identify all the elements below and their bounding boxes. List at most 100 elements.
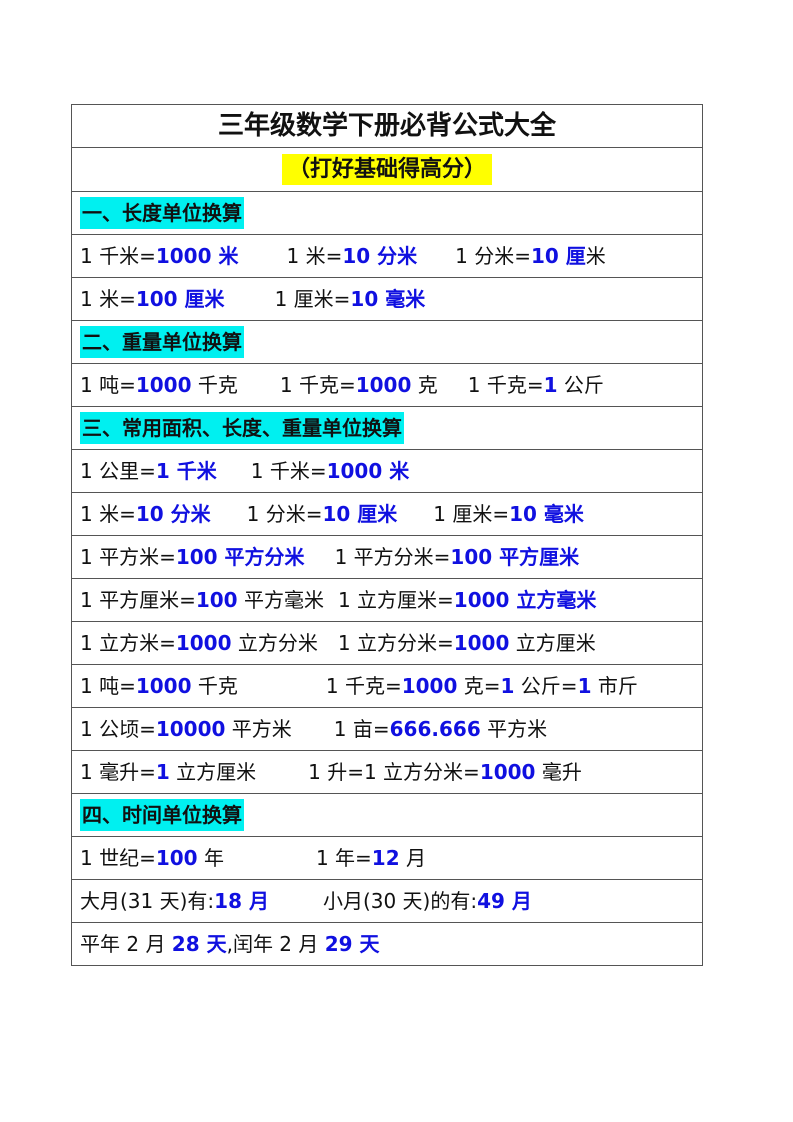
formula-value: 1 xyxy=(577,674,592,698)
formula-text: 1 世纪= xyxy=(80,846,156,870)
formula-value: 10 分米 xyxy=(342,244,418,268)
formula: 平年 2 月 28 天,闰年 2 月 29 天 xyxy=(80,932,380,956)
formula-text: 1 米= xyxy=(80,287,136,311)
formula-value: 10 毫米 xyxy=(350,287,426,311)
formula-text: 千克 xyxy=(191,674,238,698)
formula-row: 大月(31 天)有:18 月 小月(30 天)的有:49 月 xyxy=(71,879,703,923)
formula-value: 100 平方厘米 xyxy=(450,545,580,569)
formula: 1 立方分米=1000 立方厘米 xyxy=(338,631,596,655)
formula: 1 立方厘米=1000 立方毫米 xyxy=(338,588,596,612)
formula: 1 千米=1000 米 xyxy=(251,459,409,483)
subtitle: （打好基础得高分） xyxy=(281,154,492,185)
formula-text: 1 千克= xyxy=(467,373,544,397)
formula: 1 米=10 分米 xyxy=(80,502,211,526)
section-header-row: 三、常用面积、长度、重量单位换算 xyxy=(71,406,703,450)
formula-text: 1 升=1 立方分米= xyxy=(308,760,480,784)
formula-row: 1 吨=1000 千克 1 千克=1000 克=1 公斤=1 市斤 xyxy=(71,664,703,708)
formula-text: 立方厘米 xyxy=(169,760,257,784)
formula-value: 1 千米 xyxy=(155,459,217,483)
formula: 1 吨=1000 千克 xyxy=(80,674,238,698)
formula: 1 千克=1000 克 xyxy=(280,373,438,397)
page-title: 三年级数学下册必背公式大全 xyxy=(71,104,703,148)
formula-row: 1 千米=1000 米 1 米=10 分米 1 分米=10 厘米 xyxy=(71,234,703,278)
section-title: 一、长度单位换算 xyxy=(80,197,244,229)
formula-value: 1000 立方毫米 xyxy=(453,588,597,612)
formula-value: 29 天 xyxy=(324,932,380,956)
formula: 1 世纪=100 年 xyxy=(80,846,224,870)
formula-text: 平方米 xyxy=(225,717,292,741)
formula-text: 1 吨= xyxy=(80,373,136,397)
formula-text: 1 毫升= xyxy=(80,760,156,784)
formula: 1 年=12 月 xyxy=(316,846,426,870)
formula: 大月(31 天)有:18 月 xyxy=(80,889,269,913)
formula: 1 千克=1000 克=1 公斤=1 市斤 xyxy=(326,674,638,698)
formula-text: 1 亩= xyxy=(333,717,390,741)
formula: 1 吨=1000 千克 xyxy=(80,373,238,397)
formula-value: 1000 xyxy=(135,674,192,698)
formula-row: 1 公顷=10000 平方米 1 亩=666.666 平方米 xyxy=(71,707,703,751)
formula-text: 年 xyxy=(197,846,224,870)
formula: 1 千米=1000 米 xyxy=(80,244,238,268)
formula-text: 平年 2 月 xyxy=(80,932,172,956)
formula-value: 1000 米 xyxy=(155,244,239,268)
formula-text: 平方米 xyxy=(480,717,548,741)
formula-value: 100 平方分米 xyxy=(175,545,305,569)
formula: 1 厘米=10 毫米 xyxy=(275,287,426,311)
formula-row: 1 立方米=1000 立方分米 1 立方分米=1000 立方厘米 xyxy=(71,621,703,665)
formula: 1 千克=1 公斤 xyxy=(468,373,604,397)
formula: 1 平方米=100 平方分米 xyxy=(80,545,305,569)
formula-text: 大月(31 天)有: xyxy=(80,889,215,913)
formula-value: 1 xyxy=(500,674,515,698)
formula: 1 平方分米=100 平方厘米 xyxy=(335,545,580,569)
section-header-row: 一、长度单位换算 xyxy=(71,191,703,235)
formula-text: 公斤= xyxy=(514,674,578,698)
formula-text: 1 厘米= xyxy=(274,287,351,311)
formula-value: 18 月 xyxy=(214,889,269,913)
formula-value: 1000 xyxy=(479,760,536,784)
formula-text: 1 千米= xyxy=(80,244,156,268)
formula-text: 小月(30 天)的有: xyxy=(322,889,478,913)
formula-text: 1 米= xyxy=(80,502,136,526)
formula-text: 公斤 xyxy=(557,373,604,397)
formula: 1 米=10 分米 xyxy=(286,244,417,268)
formula: 1 公顷=10000 平方米 xyxy=(80,717,292,741)
formula-text: 1 吨= xyxy=(80,674,136,698)
formula-text: 1 千克= xyxy=(325,674,402,698)
formula-value: 100 xyxy=(195,588,238,612)
formula-text: 1 米= xyxy=(286,244,343,268)
formula-text: 1 分米= xyxy=(455,244,531,268)
section-title: 三、常用面积、长度、重量单位换算 xyxy=(80,412,404,444)
formula-value: 1000 xyxy=(355,373,412,397)
formula-table: 三年级数学下册必背公式大全 （打好基础得高分） 一、长度单位换算 1 千米=100… xyxy=(71,104,703,966)
formula-row: 平年 2 月 28 天,闰年 2 月 29 天 xyxy=(71,922,703,966)
formula-value: 49 月 xyxy=(477,889,532,913)
formula-value: 28 天 xyxy=(171,932,227,956)
section-title: 四、时间单位换算 xyxy=(80,799,244,831)
formula-text: 月 xyxy=(399,846,426,870)
formula-text: 1 千米= xyxy=(250,459,327,483)
formula-row: 1 米=10 分米 1 分米=10 厘米 1 厘米=10 毫米 xyxy=(71,492,703,536)
formula-row: 1 吨=1000 千克 1 千克=1000 克 1 千克=1 公斤 xyxy=(71,363,703,407)
formula-value: 10 分米 xyxy=(135,502,211,526)
formula: 1 分米=10 厘米 xyxy=(455,244,606,268)
formula-value: 10 毫米 xyxy=(509,502,584,526)
formula-value: 666.666 xyxy=(389,717,481,741)
formula-text: ,闰年 2 月 xyxy=(226,932,325,956)
formula-value: 1000 xyxy=(135,373,192,397)
formula-text: 1 立方厘米= xyxy=(337,588,454,612)
formula: 1 立方米=1000 立方分米 xyxy=(80,631,318,655)
formula: 1 米=100 厘米 xyxy=(80,287,225,311)
formula-text: 1 年= xyxy=(315,846,372,870)
formula-text: 1 平方厘米= xyxy=(80,588,196,612)
formula-text: 市斤 xyxy=(591,674,638,698)
formula-text: 1 分米= xyxy=(246,502,323,526)
formula-value: 1000 米 xyxy=(326,459,410,483)
formula-text: 立方厘米 xyxy=(509,631,596,655)
formula-text: 1 立方分米= xyxy=(337,631,454,655)
section-title: 二、重量单位换算 xyxy=(80,326,244,358)
formula-value: 100 厘米 xyxy=(135,287,225,311)
section-header-row: 四、时间单位换算 xyxy=(71,793,703,837)
formula-text: 1 平方米= xyxy=(80,545,176,569)
formula: 1 分米=10 厘米 xyxy=(247,502,398,526)
formula-row: 1 平方厘米=100 平方毫米 1 立方厘米=1000 立方毫米 xyxy=(71,578,703,622)
